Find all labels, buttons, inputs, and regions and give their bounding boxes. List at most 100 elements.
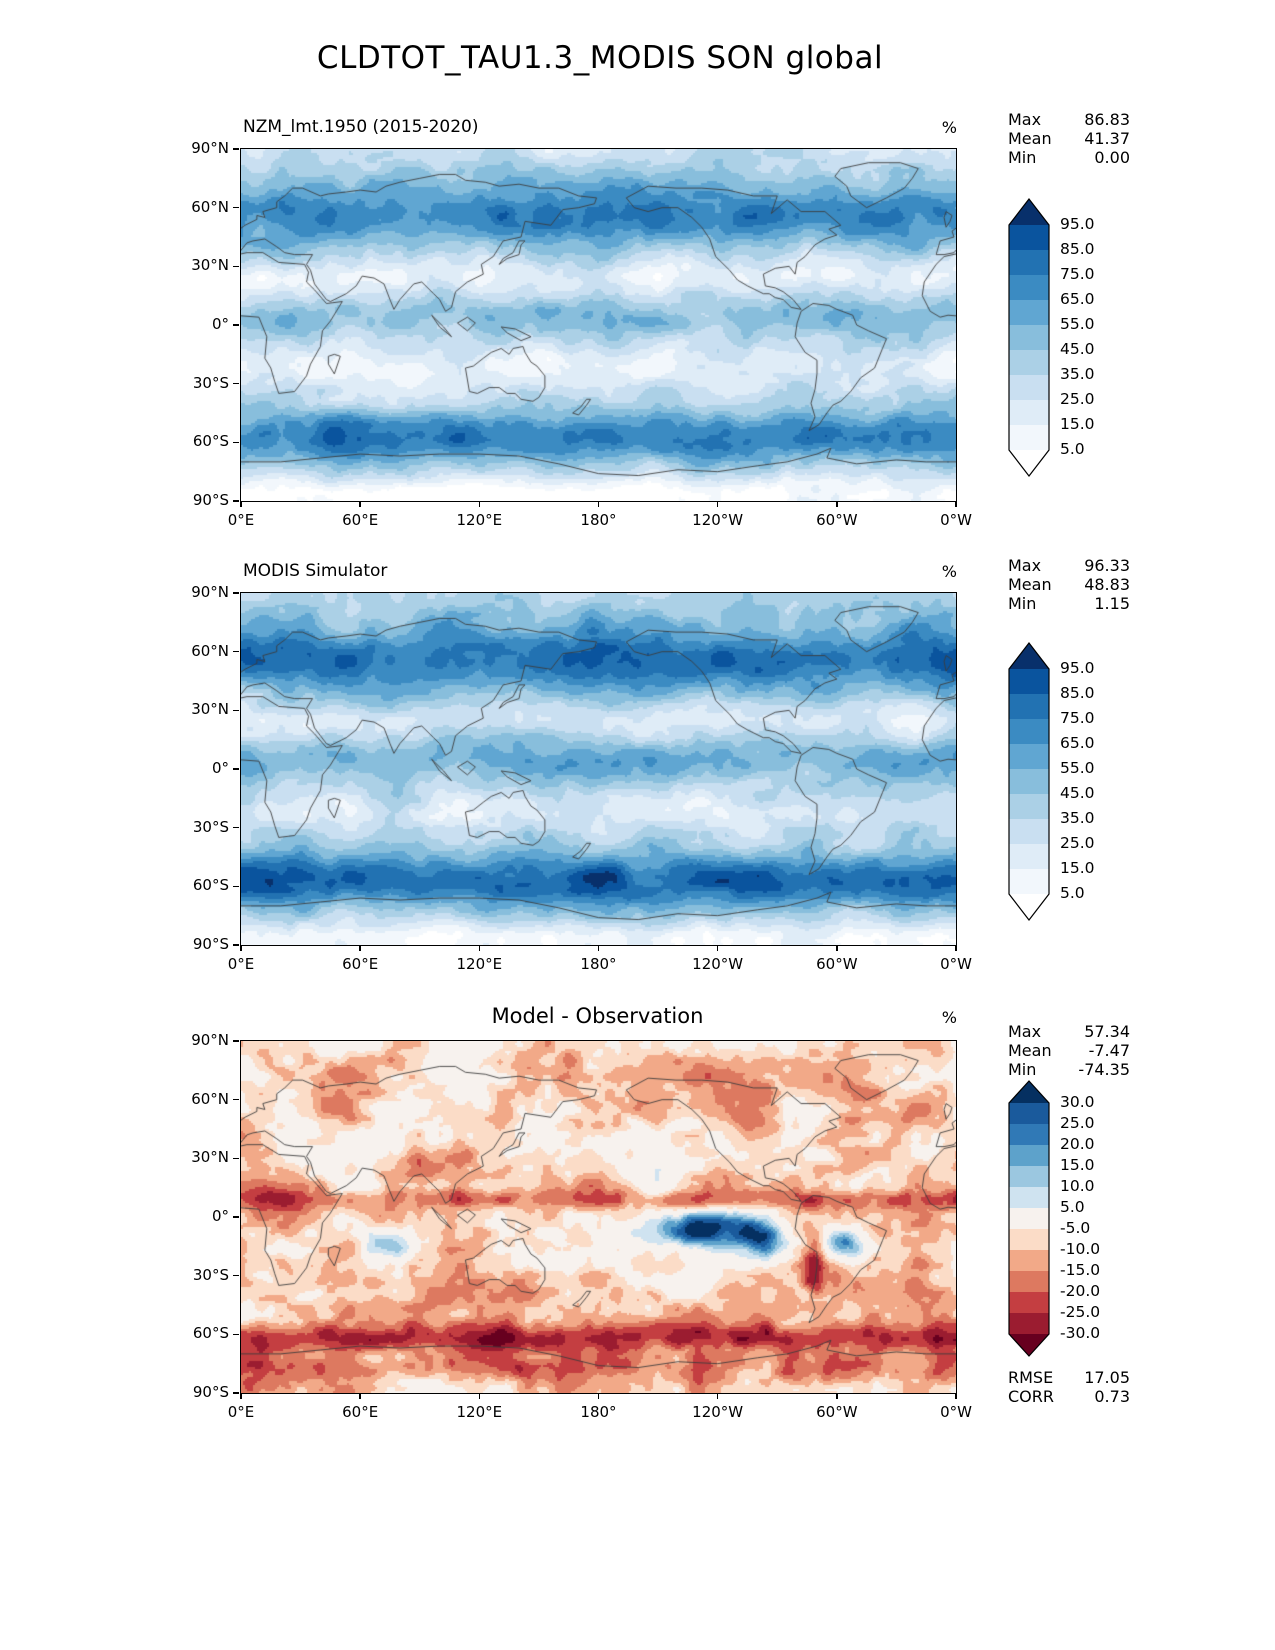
y-tick-mark [233,1333,239,1336]
colorbar-tick-label: 65.0 [1060,734,1095,752]
colorbar-tick-label: 5.0 [1060,884,1085,902]
x-tick-label: 0°W [940,1403,972,1421]
x-tick-mark [955,501,957,507]
stat-label-min: Min [1008,1060,1037,1079]
y-tick-label: 60°N [191,197,229,216]
y-tick-mark [233,441,239,444]
colorbar-tick-label: 95.0 [1060,215,1095,233]
y-tick-label: 0° [211,759,229,777]
stat-label-rmse: RMSE [1008,1368,1054,1387]
panel-1-units-label: % [941,118,957,137]
colorbar-tick-label: -25.0 [1060,1303,1101,1321]
y-tick-mark [233,206,239,209]
colorbar-tick-label: 5.0 [1060,1198,1085,1216]
x-tick-label: 60°E [342,511,379,529]
stat-row: Min -74.35 [1008,1060,1130,1079]
colorbar-tick-label: 45.0 [1060,784,1095,802]
stat-row: Min 1.15 [1008,594,1130,613]
colorbar-tick-label: -15.0 [1060,1261,1101,1279]
stat-label-max: Max [1008,110,1042,129]
stat-value-mean: 48.83 [1084,575,1130,594]
panel-2-stats: Max 96.33 Mean 48.83 Min 1.15 [1008,556,1130,613]
stat-value-mean: -7.47 [1088,1041,1130,1060]
x-tick-label: 0°E [227,1403,255,1421]
y-tick-label: 0° [211,315,229,333]
x-tick-mark [478,1393,481,1399]
colorbar-tick-label: 55.0 [1060,759,1095,777]
stat-value-min: -74.35 [1078,1060,1130,1079]
x-tick-label: 120°W [692,955,744,973]
stat-value-min: 1.15 [1094,594,1130,613]
map-panel-3: 0°E 60°E 120°E 180° 120°W 60°W 0°W 90°N 60°N 30°N… [191,1031,972,1421]
x-tick-mark [597,1393,600,1399]
figure-title: CLDTOT_TAU1.3_MODIS SON global [316,40,884,76]
colorbar-tick-label: 35.0 [1060,809,1095,827]
stat-label-mean: Mean [1008,575,1052,594]
stat-label-min: Min [1008,148,1037,167]
y-tick-label: 90°S [192,491,229,509]
y-tick-mark [233,1216,239,1218]
x-tick-label: 60°W [816,955,858,973]
x-tick-label: 60°W [816,511,858,529]
x-tick-mark [359,1393,361,1399]
y-tick-label: 60°N [191,641,229,660]
y-tick-label: 30°S [192,817,229,836]
colorbar-tick-label: 25.0 [1060,834,1095,852]
colorbar-2: 95.0 85.0 75.0 65.0 55.0 45.0 35.0 25.0 15.0 5.0 [1008,642,1095,925]
colorbar-svg [1008,198,1050,477]
y-tick-label: 90°N [191,1031,229,1049]
stat-value-rmse: 17.05 [1084,1368,1130,1387]
panel-3-skill-stats: RMSE 17.05 CORR 0.73 [1008,1368,1130,1406]
x-tick-mark [716,501,719,507]
colorbar-tick-label: 15.0 [1060,415,1095,433]
colorbar-tick-label: 75.0 [1060,265,1095,283]
y-tick-mark [233,324,239,326]
colorbar-tick-label: -20.0 [1060,1282,1101,1300]
colorbar-tick-label: 25.0 [1060,1114,1095,1132]
stat-value-corr: 0.73 [1094,1387,1130,1406]
x-tick-label: 0°W [940,511,972,529]
map-panel-1: 0°E 60°E 120°E 180° 120°W 60°W 0°W 90°N 60°N 30°N… [191,139,972,529]
y-tick-mark [233,148,239,150]
stat-label-max: Max [1008,1022,1042,1041]
x-tick-mark [240,945,242,951]
colorbar-tick-label: -30.0 [1060,1324,1101,1342]
stat-row: Min 0.00 [1008,148,1130,167]
colorbar-svg [1008,642,1050,921]
y-tick-label: 90°N [191,139,229,157]
y-tick-label: 90°S [192,1383,229,1401]
x-tick-mark [478,501,481,507]
stat-label-mean: Mean [1008,129,1052,148]
colorbar-tick-label: 5.0 [1060,440,1085,458]
x-tick-label: 120°E [456,511,503,529]
colorbar-tick-label: -10.0 [1060,1240,1101,1258]
x-tick-label: 120°W [692,1403,744,1421]
y-tick-mark [233,709,239,712]
y-tick-label: 30°N [191,1148,229,1167]
y-tick-mark [233,265,239,268]
stat-label-mean: Mean [1008,1041,1052,1060]
x-tick-label: 180° [580,1403,617,1421]
x-tick-label: 60°E [342,955,379,973]
y-tick-label: 60°N [191,1089,229,1108]
map-canvas-1 [241,149,956,501]
x-tick-label: 60°W [816,1403,858,1421]
x-tick-label: 120°E [456,955,503,973]
stat-row: Max 57.34 [1008,1022,1130,1041]
stat-row: Mean 41.37 [1008,129,1130,148]
map-canvas-2 [241,593,956,945]
stat-value-max: 96.33 [1084,556,1130,575]
y-tick-mark [233,650,239,653]
x-tick-mark [955,945,957,951]
x-tick-label: 0°E [227,511,255,529]
map-canvas-3 [241,1041,956,1393]
y-tick-label: 30°S [192,1265,229,1284]
panel-2-units-label: % [941,562,957,581]
x-tick-mark [716,945,719,951]
colorbar-tick-label: -5.0 [1060,1219,1091,1237]
y-tick-mark [233,768,239,770]
stat-row: Mean 48.83 [1008,575,1130,594]
x-tick-mark [836,1393,838,1399]
colorbar-1: 95.0 85.0 75.0 65.0 55.0 45.0 35.0 25.0 15.0 5.0 [1008,198,1095,481]
